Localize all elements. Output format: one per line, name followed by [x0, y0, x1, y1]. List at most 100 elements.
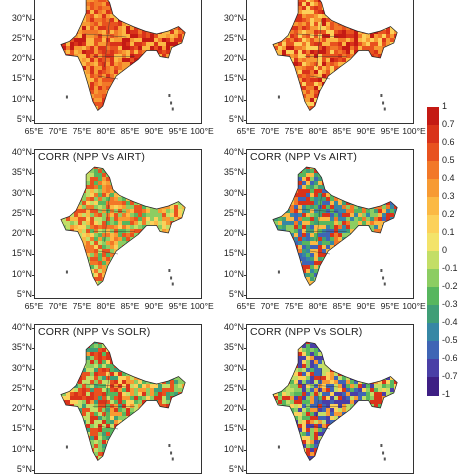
lat-tick-label: 35°N	[11, 167, 32, 178]
colorbar-segment	[427, 377, 439, 396]
lat-tick-label: 10°N	[11, 268, 32, 279]
lon-tick-label: 75°E	[284, 126, 304, 136]
colorbar-label: 0.4	[442, 173, 455, 183]
colorbar-segment	[427, 251, 439, 270]
colorbar-label: -0.7	[442, 371, 458, 381]
lat-tick-label: 20°N	[11, 403, 32, 414]
colorbar-segment	[427, 269, 439, 288]
colorbar-segment	[427, 341, 439, 360]
colorbar-label: 0.6	[442, 137, 455, 147]
lon-tick-label: 75°E	[284, 301, 304, 311]
lon-tick-label: 85°E	[120, 301, 140, 311]
lat-tick-label: 10°N	[223, 443, 244, 454]
india-map	[60, 166, 186, 287]
colorbar-segment	[427, 179, 439, 198]
map-panel-solr-left: CORR (NPP Vs SOLR)	[34, 324, 202, 474]
colorbar-segment	[427, 287, 439, 306]
lon-tick-label: 100°E	[190, 126, 214, 136]
lat-tick-label: 20°N	[11, 53, 32, 64]
lat-tick-label: 25°N	[11, 32, 32, 43]
colorbar-label: -0.4	[442, 317, 458, 327]
lon-tick-label: 75°E	[72, 126, 92, 136]
lon-tick-label: 100°E	[190, 301, 214, 311]
lon-tick-label: 85°E	[120, 126, 140, 136]
lon-tick-label: 100°E	[402, 126, 426, 136]
panel-title: CORR (NPP Vs AIRT)	[250, 151, 358, 163]
colorbar-label: -1	[442, 389, 451, 399]
lon-tick-label: 95°E	[168, 126, 188, 136]
colorbar-segment	[427, 197, 439, 216]
lat-tick-label: 30°N	[223, 362, 244, 373]
lat-tick-label: 5°N	[16, 114, 32, 124]
country-border	[60, 166, 186, 287]
colorbar-segment	[427, 359, 439, 378]
lat-tick-label: 30°N	[223, 12, 244, 23]
lon-tick-label: 100°E	[402, 301, 426, 311]
lon-tick-label: 90°E	[356, 126, 376, 136]
colorbar-segment	[427, 143, 439, 162]
map-panel-top-right	[246, 0, 414, 124]
lon-tick-label: 90°E	[356, 301, 376, 311]
lat-tick-label: 35°N	[11, 342, 32, 353]
lat-tick-label: 5°N	[16, 289, 32, 299]
lon-tick-label: 85°E	[332, 126, 352, 136]
lat-tick-label: 15°N	[11, 73, 32, 84]
lat-tick-label: 15°N	[223, 248, 244, 259]
lat-tick-label: 15°N	[11, 423, 32, 434]
colorbar-segment	[427, 305, 439, 324]
india-map	[272, 341, 398, 462]
colorbar-label: -0.5	[442, 335, 458, 345]
lon-tick-label: 70°E	[260, 126, 280, 136]
colorbar-segment	[427, 125, 439, 144]
colorbar-segment	[427, 161, 439, 180]
colorbar-segment	[427, 233, 439, 252]
colorbar-label: -0.1	[442, 263, 458, 273]
lat-tick-label: 5°N	[228, 464, 244, 474]
lat-tick-label: 40°N	[11, 322, 32, 332]
lat-tick-label: 35°N	[223, 342, 244, 353]
lat-tick-label: 20°N	[223, 53, 244, 64]
lon-tick-label: 70°E	[260, 301, 280, 311]
lat-tick-label: 35°N	[218, 0, 244, 2]
lat-tick-label: 25°N	[11, 207, 32, 218]
lon-tick-label: 95°E	[168, 301, 188, 311]
map-panel-airt-left: CORR (NPP Vs AIRT)	[34, 149, 202, 299]
lat-tick-label: 25°N	[223, 382, 244, 393]
lon-tick-label: 95°E	[380, 126, 400, 136]
country-border	[60, 341, 186, 462]
india-map	[60, 341, 186, 462]
india-map	[272, 166, 398, 287]
lat-tick-label: 25°N	[223, 32, 244, 43]
lat-tick-label: 30°N	[223, 187, 244, 198]
panel-title: CORR (NPP Vs SOLR)	[250, 326, 363, 338]
lat-tick-label: 5°N	[228, 289, 244, 299]
colorbar-segment	[427, 323, 439, 342]
colorbar-label: 1	[442, 101, 448, 111]
lat-tick-label: 35°N	[6, 0, 32, 2]
colorbar-label: 0.3	[442, 191, 455, 201]
lon-tick-label: 90°E	[144, 126, 164, 136]
colorbar	[427, 107, 439, 396]
lat-tick-label: 5°N	[228, 114, 244, 124]
lon-tick-label: 85°E	[332, 301, 352, 311]
colorbar-label: 0.5	[442, 155, 455, 165]
lat-tick-label: 10°N	[11, 443, 32, 454]
lon-tick-label: 80°E	[96, 301, 116, 311]
colorbar-label: -0.6	[442, 353, 458, 363]
map-panel-airt-right: CORR (NPP Vs AIRT)	[246, 149, 414, 299]
colorbar-segment	[427, 107, 439, 126]
lat-tick-label: 15°N	[11, 248, 32, 259]
lat-tick-label: 30°N	[11, 187, 32, 198]
lat-tick-label: 20°N	[223, 403, 244, 414]
lat-tick-label: 30°N	[11, 362, 32, 373]
map-panel-top-left	[34, 0, 202, 124]
panel-title: CORR (NPP Vs AIRT)	[38, 151, 146, 163]
country-border	[272, 166, 398, 287]
lon-tick-label: 90°E	[144, 301, 164, 311]
lat-tick-label: 15°N	[223, 73, 244, 84]
lon-tick-label: 70°E	[48, 126, 68, 136]
lon-tick-label: 65°E	[24, 301, 44, 311]
lat-tick-label: 40°N	[223, 147, 244, 157]
lat-tick-label: 10°N	[223, 93, 244, 104]
lat-tick-label: 35°N	[223, 167, 244, 178]
